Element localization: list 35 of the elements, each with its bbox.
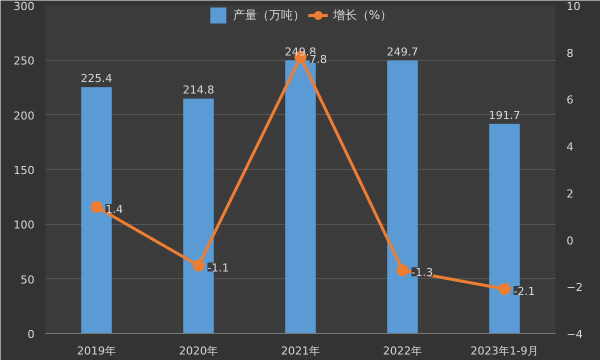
data-label: 7.8 bbox=[310, 53, 327, 66]
y-tick-label: 200 bbox=[14, 109, 35, 122]
y2-tick-label: 0 bbox=[566, 234, 574, 248]
point bbox=[396, 264, 408, 276]
y-tick-label: 0 bbox=[28, 328, 34, 341]
y2-tick-label: −4 bbox=[566, 328, 583, 341]
point bbox=[90, 200, 102, 213]
data-label: 191.7 bbox=[488, 108, 520, 122]
data-label: 1.4 bbox=[106, 202, 123, 216]
point bbox=[498, 282, 510, 295]
y2-tick-label: 10 bbox=[566, 0, 580, 13]
legend-label: 增长（%） bbox=[332, 6, 392, 24]
y2-tick-label: 4 bbox=[566, 140, 574, 154]
data-label: 225.4 bbox=[80, 72, 112, 86]
x-tick-label: 2019年 bbox=[77, 344, 116, 358]
y2-tick-label: 6 bbox=[566, 94, 574, 107]
y-tick-label: 100 bbox=[14, 218, 35, 232]
data-label: -1.3 bbox=[412, 266, 433, 280]
x-tick-label: 2023年1-9月 bbox=[470, 344, 538, 358]
y-tick-label: 250 bbox=[14, 54, 35, 68]
x-tick-label: 2022年 bbox=[383, 344, 422, 358]
data-label: -2.1 bbox=[514, 284, 535, 298]
point bbox=[192, 260, 204, 272]
legend-label: 产量（万吨） bbox=[232, 6, 305, 24]
x-tick-label: 2021年 bbox=[281, 344, 320, 358]
y2-tick-label: −2 bbox=[566, 281, 583, 294]
y2-tick-label: 8 bbox=[566, 46, 574, 60]
y-tick-label: 300 bbox=[14, 0, 35, 13]
x-tick-label: 2020年 bbox=[179, 344, 218, 358]
data-label: 249.7 bbox=[386, 45, 418, 58]
y2-tick-label: 2 bbox=[566, 187, 574, 200]
y-tick-label: 150 bbox=[14, 164, 35, 177]
y-tick-label: 50 bbox=[20, 273, 35, 286]
data-label: 214.8 bbox=[182, 84, 214, 97]
data-label: -1.1 bbox=[208, 262, 229, 275]
